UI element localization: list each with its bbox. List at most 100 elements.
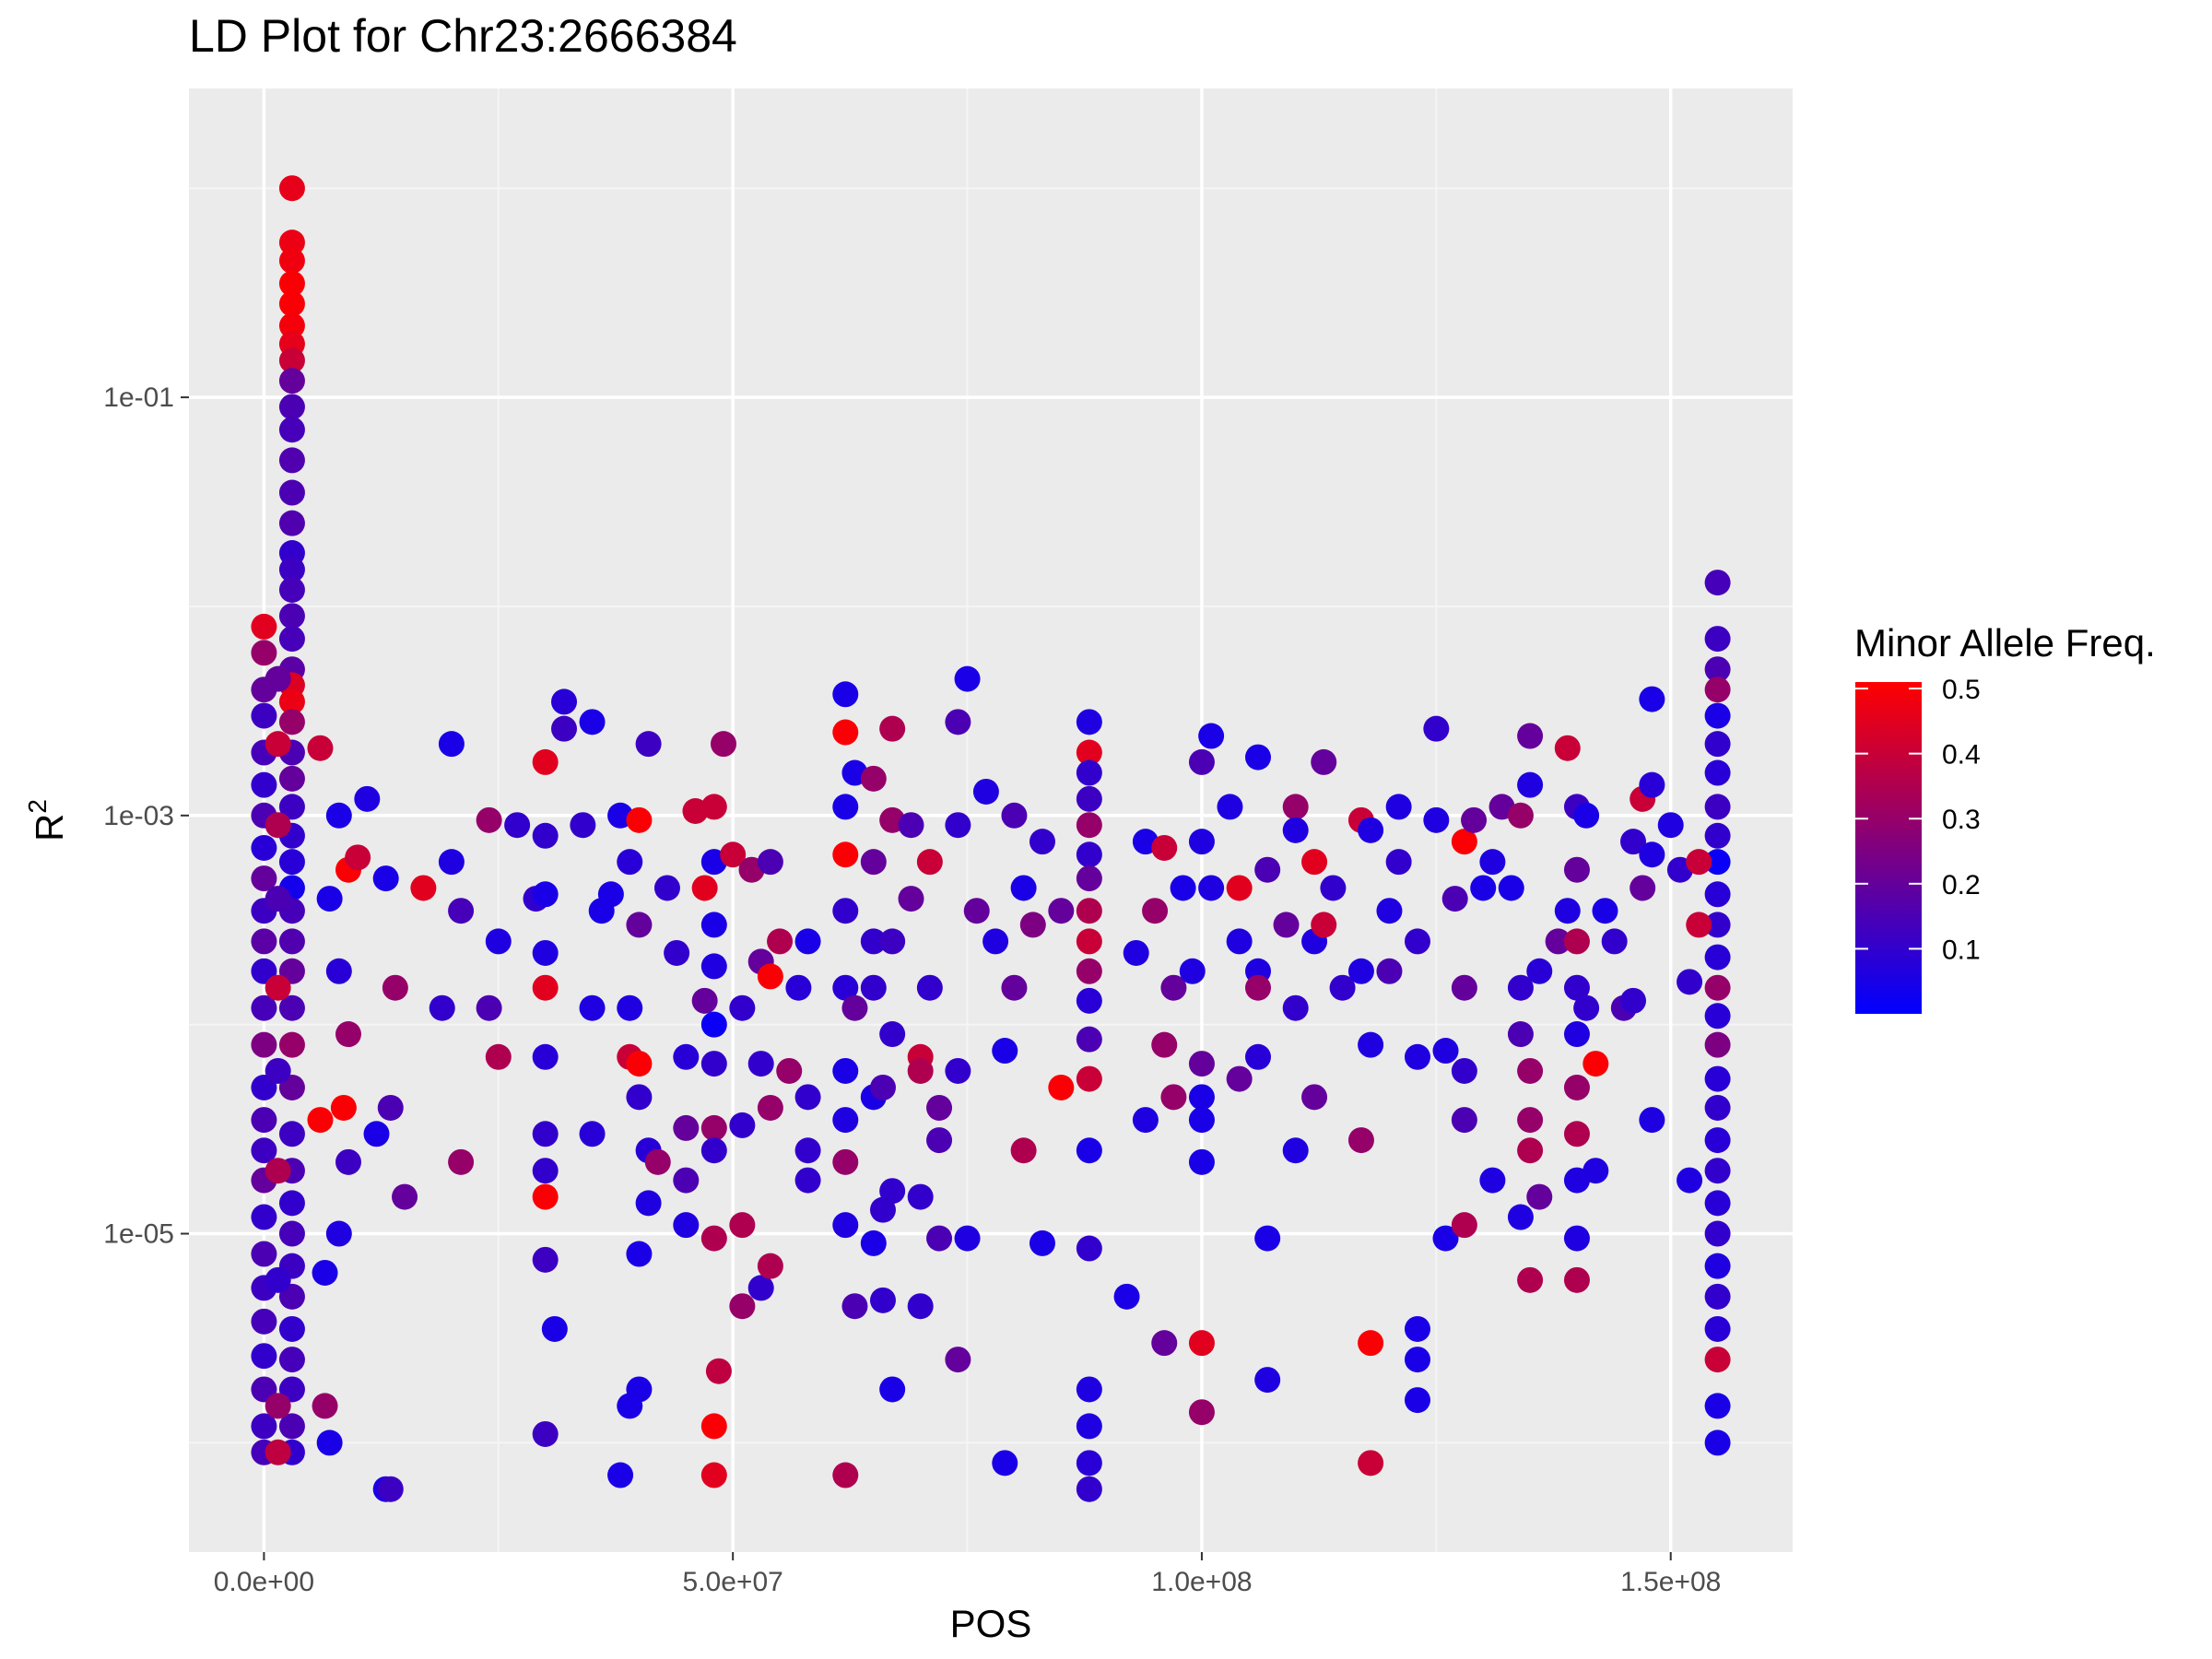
data-point bbox=[945, 1057, 971, 1084]
data-point bbox=[1423, 806, 1450, 833]
data-point bbox=[265, 1439, 291, 1465]
data-point bbox=[1076, 841, 1102, 868]
data-point bbox=[1282, 794, 1309, 820]
data-point bbox=[1563, 856, 1590, 883]
data-point bbox=[1151, 1330, 1178, 1357]
data-point bbox=[1001, 802, 1028, 829]
data-point bbox=[700, 1137, 727, 1164]
data-point bbox=[992, 1450, 1018, 1477]
data-point bbox=[1639, 686, 1665, 712]
x-tick-label: 1.5e+08 bbox=[1620, 1567, 1721, 1597]
data-point bbox=[1254, 1225, 1281, 1252]
data-point bbox=[1507, 974, 1534, 1001]
data-point bbox=[1188, 829, 1215, 855]
data-point bbox=[278, 849, 305, 876]
data-point bbox=[251, 928, 277, 955]
data-point bbox=[617, 994, 643, 1021]
data-point bbox=[1620, 987, 1647, 1014]
data-point bbox=[1254, 856, 1281, 883]
data-point bbox=[832, 974, 859, 1001]
data-point bbox=[1347, 1127, 1374, 1154]
data-point bbox=[926, 1094, 953, 1121]
data-point bbox=[794, 1084, 821, 1111]
data-point bbox=[700, 1225, 727, 1252]
data-point bbox=[1517, 1137, 1544, 1164]
data-point bbox=[1376, 958, 1403, 984]
data-point bbox=[265, 1057, 291, 1084]
data-point bbox=[251, 1241, 277, 1267]
data-point bbox=[278, 603, 305, 629]
data-point bbox=[757, 963, 783, 990]
data-point bbox=[1188, 1399, 1215, 1426]
data-point bbox=[664, 939, 690, 966]
data-point bbox=[757, 1094, 783, 1121]
data-point bbox=[251, 834, 277, 861]
y-tick-label: 1e-05 bbox=[103, 1219, 174, 1250]
data-point bbox=[278, 510, 305, 536]
data-point bbox=[644, 1148, 671, 1175]
data-point bbox=[312, 1393, 338, 1419]
data-point bbox=[278, 270, 305, 297]
data-point bbox=[251, 702, 277, 729]
data-point bbox=[1160, 974, 1187, 1001]
data-point bbox=[278, 928, 305, 955]
y-axis-title-main: R bbox=[28, 814, 71, 841]
data-point bbox=[729, 1212, 756, 1239]
data-point bbox=[1592, 898, 1618, 924]
data-point bbox=[860, 765, 887, 792]
data-point bbox=[1704, 626, 1731, 653]
data-point bbox=[429, 994, 455, 1021]
data-point bbox=[1254, 1367, 1281, 1394]
data-point bbox=[532, 881, 559, 908]
data-point bbox=[1048, 1074, 1075, 1100]
y-axis-title-group: R2 bbox=[23, 799, 71, 841]
data-point bbox=[1301, 1084, 1328, 1111]
data-point bbox=[1704, 1127, 1731, 1154]
data-point bbox=[265, 731, 291, 758]
data-point bbox=[1704, 731, 1731, 758]
data-point bbox=[278, 794, 305, 820]
data-point bbox=[635, 1190, 662, 1217]
data-point bbox=[1029, 1230, 1055, 1256]
data-point bbox=[1704, 822, 1731, 849]
data-point bbox=[794, 1167, 821, 1194]
data-point bbox=[898, 812, 924, 839]
data-point bbox=[251, 1204, 277, 1230]
data-point bbox=[1404, 1043, 1430, 1070]
data-point bbox=[1639, 771, 1665, 798]
data-point bbox=[1001, 974, 1028, 1001]
data-point bbox=[1451, 1057, 1477, 1084]
data-point bbox=[1123, 939, 1149, 966]
data-point bbox=[251, 1031, 277, 1058]
data-point bbox=[1076, 898, 1102, 924]
data-point bbox=[729, 994, 756, 1021]
data-point bbox=[1385, 794, 1412, 820]
data-point bbox=[532, 748, 559, 775]
data-point bbox=[551, 715, 578, 742]
data-point bbox=[278, 447, 305, 474]
data-point bbox=[1113, 1283, 1140, 1310]
data-point bbox=[673, 1043, 700, 1070]
data-point bbox=[691, 987, 718, 1014]
data-point bbox=[392, 1183, 418, 1210]
colorbar-label: 0.2 bbox=[1942, 870, 1981, 900]
data-point bbox=[1329, 974, 1356, 1001]
data-point bbox=[1358, 1450, 1384, 1477]
data-point bbox=[700, 1114, 727, 1141]
data-point bbox=[251, 1308, 277, 1335]
data-point bbox=[626, 806, 653, 833]
data-point bbox=[1517, 1057, 1544, 1084]
data-point bbox=[1573, 802, 1600, 829]
data-point bbox=[757, 1253, 783, 1279]
y-tick-label: 1e-01 bbox=[103, 382, 174, 413]
data-point bbox=[1704, 1190, 1731, 1217]
data-point bbox=[541, 1315, 568, 1342]
data-point bbox=[312, 1259, 338, 1286]
data-point bbox=[265, 665, 291, 692]
data-point bbox=[729, 1293, 756, 1320]
data-point bbox=[278, 709, 305, 735]
data-point bbox=[316, 886, 343, 912]
data-point bbox=[1282, 994, 1309, 1021]
data-point bbox=[476, 806, 502, 833]
data-point bbox=[907, 1183, 934, 1210]
